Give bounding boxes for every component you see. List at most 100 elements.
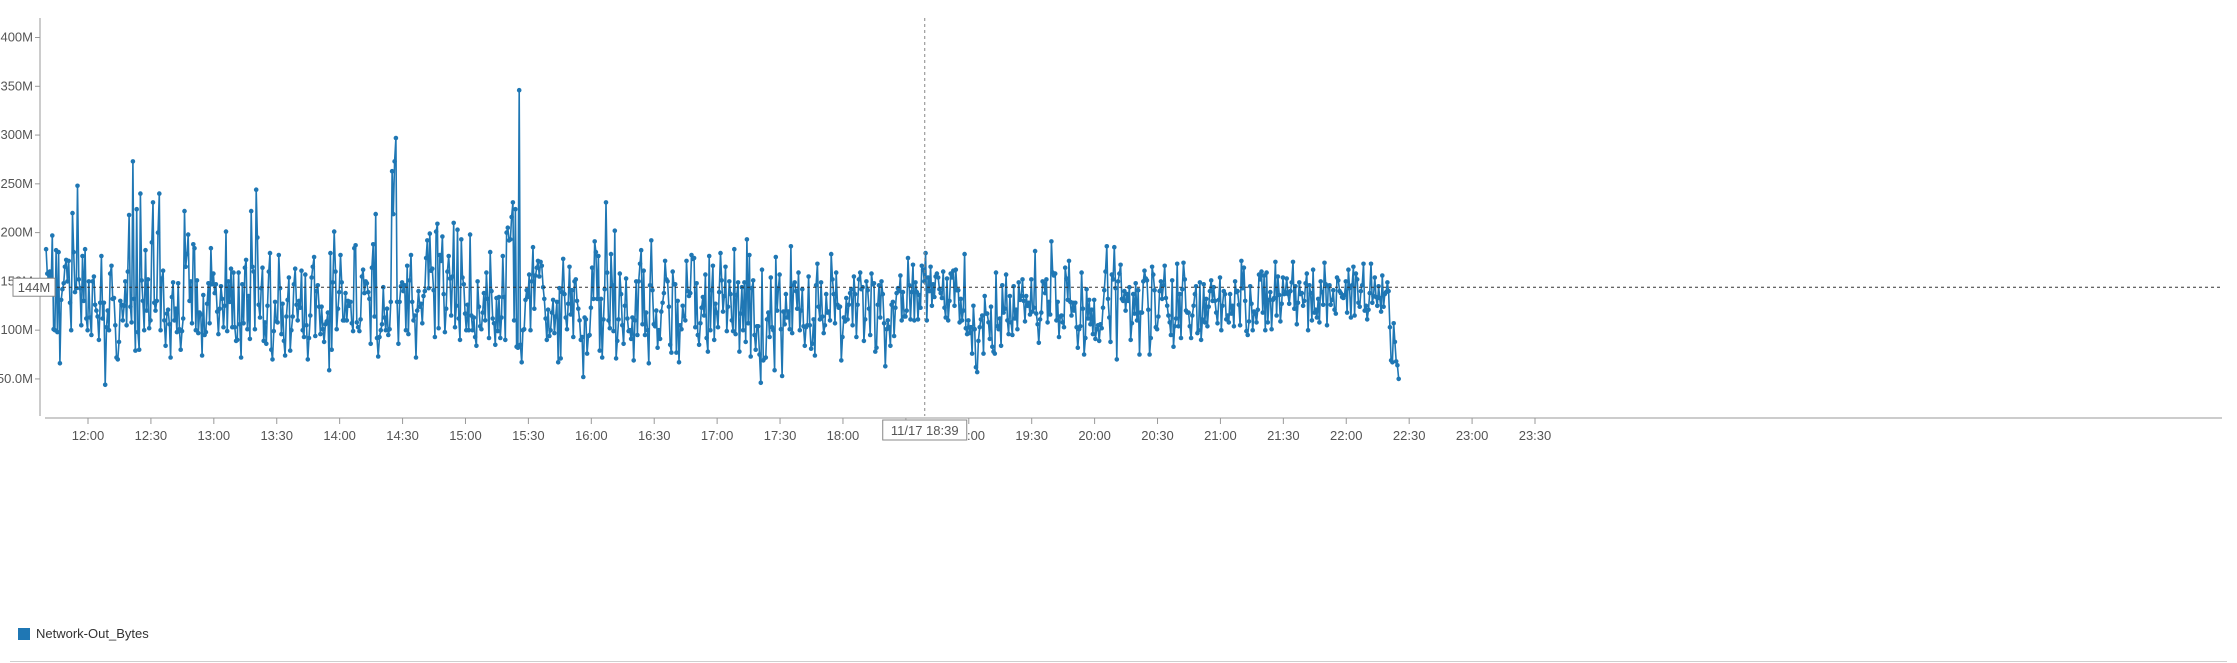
data-point[interactable] <box>1159 296 1165 302</box>
data-point[interactable] <box>355 324 361 330</box>
data-point[interactable] <box>1381 304 1386 310</box>
data-point[interactable] <box>874 345 879 351</box>
data-point[interactable] <box>792 280 797 285</box>
data-point[interactable] <box>101 300 107 306</box>
data-point[interactable] <box>1047 312 1053 317</box>
data-point[interactable] <box>669 350 674 355</box>
data-point[interactable] <box>766 310 771 315</box>
data-point[interactable] <box>84 316 89 321</box>
data-point[interactable] <box>1127 284 1132 290</box>
data-point[interactable] <box>221 324 226 330</box>
data-point[interactable] <box>890 299 896 305</box>
data-point[interactable] <box>87 315 93 320</box>
data-point[interactable] <box>107 271 113 276</box>
data-point[interactable] <box>253 187 259 192</box>
data-point[interactable] <box>735 280 741 285</box>
data-point[interactable] <box>748 354 753 359</box>
data-point[interactable] <box>236 270 241 275</box>
data-point[interactable] <box>602 286 607 292</box>
data-point[interactable] <box>969 351 975 356</box>
data-point[interactable] <box>404 263 410 269</box>
data-point[interactable] <box>577 318 582 323</box>
data-point[interactable] <box>576 306 581 312</box>
data-point[interactable] <box>150 200 156 205</box>
data-point[interactable] <box>866 306 872 312</box>
data-point[interactable] <box>50 233 55 238</box>
data-point[interactable] <box>607 325 613 331</box>
data-point[interactable] <box>223 229 229 234</box>
data-point[interactable] <box>397 299 402 305</box>
data-point[interactable] <box>784 315 790 320</box>
data-point[interactable] <box>172 318 177 323</box>
data-point[interactable] <box>216 331 221 337</box>
data-point[interactable] <box>128 304 133 310</box>
data-point[interactable] <box>1206 304 1211 310</box>
data-point[interactable] <box>1168 332 1174 338</box>
data-point[interactable] <box>148 318 153 323</box>
data-point[interactable] <box>446 253 452 259</box>
data-point[interactable] <box>581 374 586 380</box>
data-point[interactable] <box>793 288 799 294</box>
data-point[interactable] <box>978 317 984 322</box>
data-point[interactable] <box>680 303 685 309</box>
data-point[interactable] <box>632 318 638 323</box>
data-point[interactable] <box>82 246 88 252</box>
data-point[interactable] <box>940 269 946 274</box>
data-point[interactable] <box>1037 317 1043 322</box>
data-point[interactable] <box>1174 261 1180 267</box>
data-point[interactable] <box>1137 352 1142 357</box>
data-point[interactable] <box>812 353 818 358</box>
data-point[interactable] <box>667 342 673 348</box>
data-point[interactable] <box>1173 316 1179 321</box>
data-point[interactable] <box>412 313 418 318</box>
data-point[interactable] <box>1201 282 1206 287</box>
data-point[interactable] <box>1343 279 1349 284</box>
data-point[interactable] <box>1099 325 1104 331</box>
data-point[interactable] <box>724 328 730 334</box>
data-point[interactable] <box>763 355 769 360</box>
data-point[interactable] <box>1192 291 1198 297</box>
data-point[interactable] <box>250 264 255 270</box>
data-point[interactable] <box>451 220 457 226</box>
data-point[interactable] <box>623 276 629 281</box>
data-point[interactable] <box>1198 337 1204 343</box>
data-point[interactable] <box>1357 304 1362 310</box>
data-point[interactable] <box>962 251 967 257</box>
data-point[interactable] <box>1327 283 1332 288</box>
data-point[interactable] <box>968 324 974 330</box>
data-point[interactable] <box>1064 276 1069 281</box>
data-point[interactable] <box>368 341 374 347</box>
data-point[interactable] <box>878 315 883 320</box>
data-point[interactable] <box>118 298 123 304</box>
data-point[interactable] <box>318 331 323 337</box>
data-point[interactable] <box>589 265 595 271</box>
data-point[interactable] <box>1120 298 1126 304</box>
data-point[interactable] <box>1034 311 1039 316</box>
data-point[interactable] <box>688 290 693 296</box>
data-point[interactable] <box>290 314 296 319</box>
data-point[interactable] <box>490 316 496 321</box>
data-point[interactable] <box>240 282 245 287</box>
data-point[interactable] <box>1069 313 1074 318</box>
data-point[interactable] <box>1061 324 1067 330</box>
data-point[interactable] <box>455 227 460 232</box>
data-point[interactable] <box>201 292 206 298</box>
data-point[interactable] <box>1147 352 1152 357</box>
data-point[interactable] <box>636 279 641 284</box>
data-point[interactable] <box>1042 290 1048 296</box>
data-point[interactable] <box>1134 318 1140 323</box>
data-point[interactable] <box>116 339 122 345</box>
data-point[interactable] <box>1274 313 1279 318</box>
data-point[interactable] <box>934 271 940 276</box>
data-point[interactable] <box>1144 278 1150 283</box>
data-point[interactable] <box>217 306 222 312</box>
data-point[interactable] <box>1225 313 1230 318</box>
data-point[interactable] <box>1055 299 1060 305</box>
data-point[interactable] <box>723 264 728 270</box>
data-point[interactable] <box>311 254 317 260</box>
data-point[interactable] <box>937 286 942 292</box>
data-point[interactable] <box>1322 260 1327 266</box>
data-point[interactable] <box>654 308 659 313</box>
data-point[interactable] <box>742 280 747 285</box>
data-point[interactable] <box>277 285 283 291</box>
